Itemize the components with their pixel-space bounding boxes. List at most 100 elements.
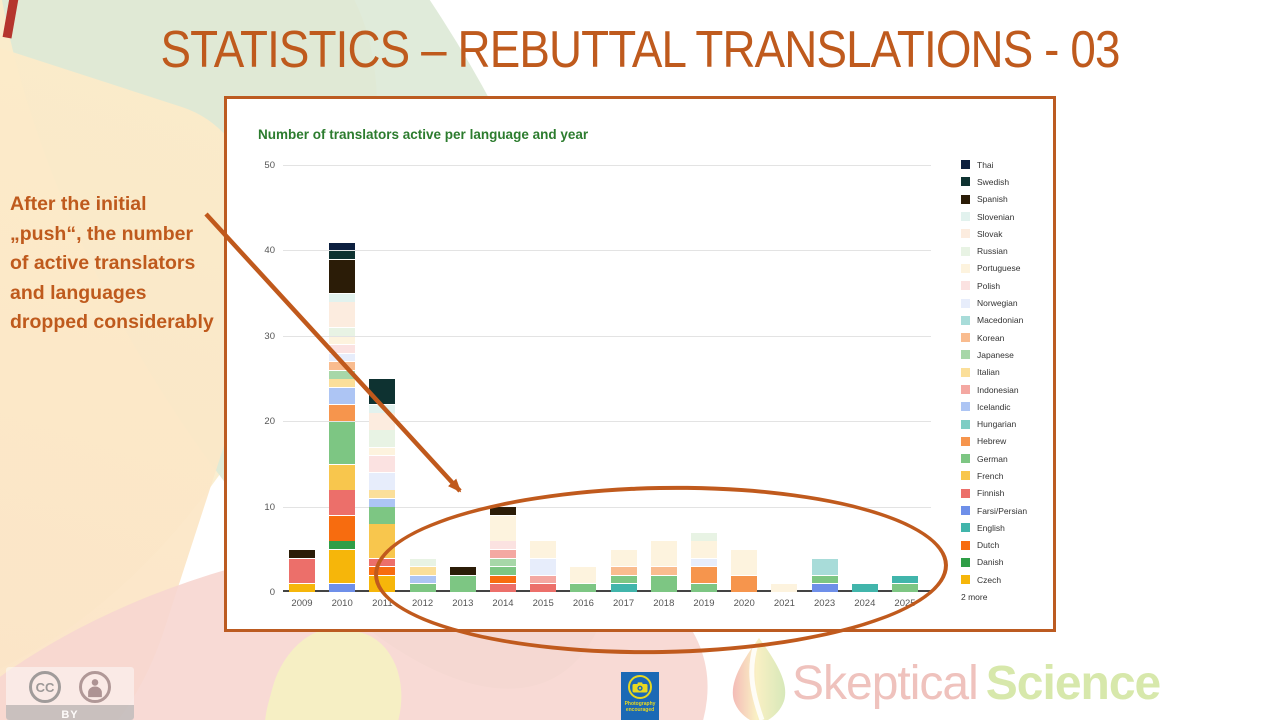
bar-segment-2010-Farsi/Persian <box>329 584 356 592</box>
y-tick-label: 50 <box>264 160 275 171</box>
wordmark-science: Science <box>985 657 1161 710</box>
bar-segment-2010-Japanese <box>329 370 356 379</box>
bar-segment-2010-Norwegian <box>329 353 356 362</box>
photography-encouraged-badge: Photography encouraged <box>621 672 659 720</box>
bar-segment-2016-German <box>570 584 597 592</box>
legend-label: Farsi/Persian <box>977 505 1028 516</box>
legend-swatch <box>961 333 970 343</box>
bar-segment-2023-German <box>811 575 838 584</box>
photo-badge-line1: Photography <box>624 701 656 707</box>
legend-label: French <box>977 470 1004 481</box>
legend-swatch <box>961 350 970 360</box>
legend-swatch <box>961 540 970 550</box>
bar-segment-2009-Czech <box>289 584 315 592</box>
bar-segment-2012-Italian <box>409 567 436 575</box>
legend-swatch <box>961 419 970 429</box>
gridline <box>283 165 931 166</box>
bar-segment-2011-Dutch <box>369 567 396 575</box>
legend-swatch <box>961 454 970 464</box>
bar-segment-2023-Farsi/Persian <box>811 584 838 592</box>
legend-item: Indonesian <box>961 381 1027 398</box>
bar-segment-2009-Spanish <box>289 550 315 558</box>
attribution-person-icon <box>79 671 111 703</box>
x-tick-label: 2010 <box>331 598 353 609</box>
legend-swatch <box>961 263 970 273</box>
bar-segment-2010-Icelandic <box>329 387 356 405</box>
legend-label: Finnish <box>977 488 1005 499</box>
legend-item: Thai <box>961 156 1027 173</box>
bar-segment-2010-Thai <box>329 242 356 251</box>
legend-item: Spanish <box>961 191 1027 208</box>
legend-item: Czech <box>961 571 1027 588</box>
bar-segment-2011-Slovenian <box>369 404 396 413</box>
bar-segment-2017-English <box>610 584 637 592</box>
bar-segment-2011-Finnish <box>369 558 396 567</box>
legend-label: Japanese <box>977 349 1014 360</box>
legend-label: Dutch <box>977 540 1000 551</box>
legend-label: Thai <box>977 159 994 170</box>
x-tick-label: 2014 <box>492 598 514 609</box>
bar-segment-2018-German <box>650 575 677 592</box>
x-tick-label: 2015 <box>532 598 554 609</box>
x-tick-label: 2012 <box>412 598 434 609</box>
x-tick-label: 2017 <box>613 598 635 609</box>
legend-swatch <box>961 557 970 567</box>
legend-swatch <box>961 575 970 585</box>
legend-swatch <box>961 402 970 412</box>
bar-segment-2015-Indonesian <box>530 575 557 584</box>
legend-swatch <box>961 194 970 204</box>
bar-segment-2013-Spanish <box>449 567 476 575</box>
legend-swatch <box>961 212 970 222</box>
legend-label: Polish <box>977 280 1001 291</box>
bar-segment-2010-Polish <box>329 345 356 353</box>
legend-label: Korean <box>977 332 1005 343</box>
bar-segment-2011-Czech <box>369 575 396 592</box>
x-tick-label: 2025 <box>894 598 916 609</box>
legend-item: Macedonian <box>961 312 1027 329</box>
bar-segment-2025-German <box>892 584 918 592</box>
bar-segment-2014-Indonesian <box>490 550 516 558</box>
legend-label: German <box>977 453 1008 464</box>
legend-label: English <box>977 522 1005 533</box>
x-tick-label: 2023 <box>814 598 836 609</box>
bar-segment-2017-Portuguese <box>610 550 637 567</box>
gridline <box>283 421 931 423</box>
legend-swatch <box>961 177 970 187</box>
x-tick-label: 2019 <box>693 598 715 609</box>
legend-label: Spanish <box>977 194 1008 205</box>
legend-swatch <box>961 281 970 291</box>
legend-item: Japanese <box>961 346 1027 363</box>
legend-item: Russian <box>961 242 1027 259</box>
cc-by-label: BY <box>61 709 79 720</box>
bar-segment-2012-Icelandic <box>409 575 436 584</box>
legend-label: Icelandic <box>977 401 1011 412</box>
bar-segment-2011-Norwegian <box>369 473 396 490</box>
legend-label: Czech <box>977 574 1002 585</box>
bar-segment-2019-German <box>691 584 717 592</box>
bar-segment-2011-Italian <box>369 490 396 499</box>
wordmark-skeptical: Skeptical <box>792 657 979 710</box>
bar-segment-2025-English <box>892 575 918 584</box>
legend-item: French <box>961 467 1027 484</box>
legend-swatch <box>961 506 970 516</box>
bar-segment-2011-Slovak <box>369 413 396 430</box>
y-tick-label: 40 <box>264 245 275 257</box>
bar-segment-2018-Korean <box>650 567 677 575</box>
bar-segment-2014-Japanese <box>490 558 516 567</box>
y-tick-label: 30 <box>264 330 275 342</box>
legend-label: Slovak <box>977 228 1003 239</box>
bar-segment-2014-Dutch <box>490 575 516 584</box>
bar-segment-2019-Hebrew <box>691 567 717 584</box>
bar-segment-2010-Dutch <box>329 515 356 541</box>
cc-icon-label: CC <box>35 679 55 695</box>
bar-segment-2010-German <box>329 421 356 464</box>
x-tick-label: 2024 <box>854 598 876 609</box>
bar-segment-2010-Slovenian <box>329 293 356 302</box>
legend-swatch <box>961 488 970 498</box>
legend-label: Russian <box>977 246 1008 257</box>
y-tick-label: 20 <box>264 416 275 428</box>
annotation-text: After the initial „push“, the number of … <box>10 193 214 333</box>
bar-segment-2014-Polish <box>490 541 516 550</box>
bar-segment-2014-German <box>490 567 516 575</box>
bar-segment-2012-Russian <box>409 558 436 567</box>
